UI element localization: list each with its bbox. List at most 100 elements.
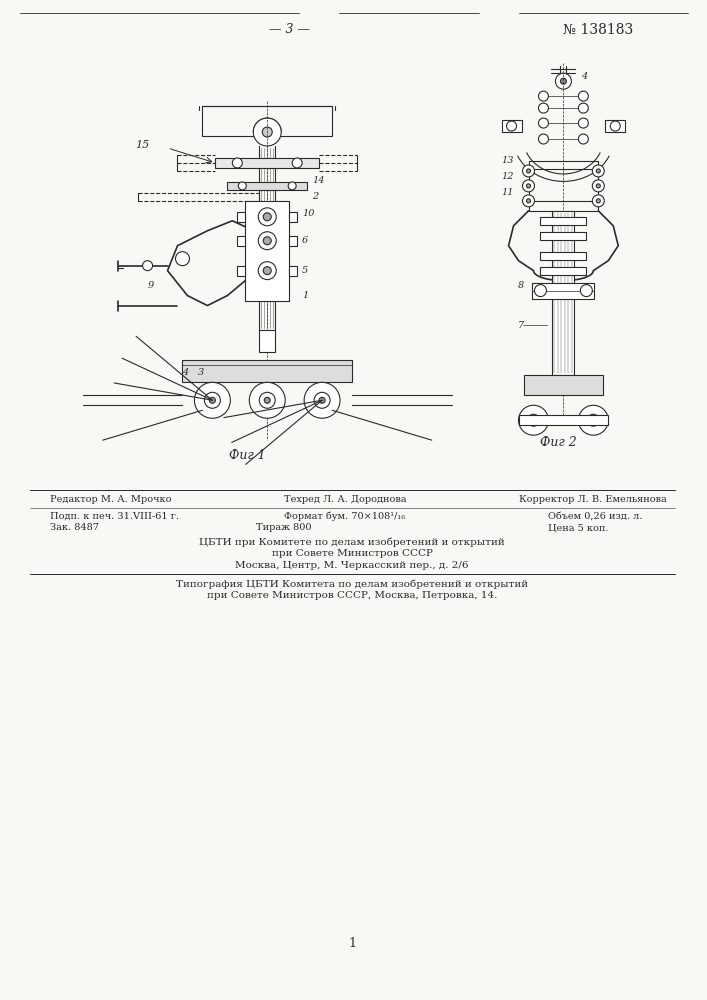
Bar bbox=[552, 211, 574, 375]
Circle shape bbox=[539, 91, 549, 101]
Bar bbox=[202, 106, 332, 136]
Bar bbox=[289, 236, 297, 246]
Bar bbox=[540, 217, 586, 225]
Text: Цена 5 коп.: Цена 5 коп. bbox=[549, 523, 609, 532]
Text: 11: 11 bbox=[501, 188, 514, 197]
Text: Объем 0,26 изд. л.: Объем 0,26 изд. л. bbox=[549, 511, 643, 520]
Text: 5: 5 bbox=[302, 266, 308, 275]
Circle shape bbox=[262, 127, 272, 137]
Circle shape bbox=[263, 267, 271, 275]
Circle shape bbox=[259, 392, 275, 408]
Circle shape bbox=[175, 252, 189, 266]
Circle shape bbox=[561, 78, 566, 84]
Bar bbox=[518, 415, 608, 425]
Circle shape bbox=[578, 134, 588, 144]
Text: 14: 14 bbox=[312, 176, 325, 185]
Text: 1: 1 bbox=[348, 937, 356, 950]
Circle shape bbox=[522, 180, 534, 192]
Bar bbox=[289, 212, 297, 222]
Circle shape bbox=[288, 182, 296, 190]
Text: № 138183: № 138183 bbox=[563, 22, 633, 36]
Bar bbox=[228, 182, 307, 190]
Circle shape bbox=[143, 261, 153, 271]
Text: 4: 4 bbox=[182, 368, 189, 377]
Circle shape bbox=[209, 397, 216, 403]
Circle shape bbox=[610, 121, 620, 131]
Text: 4: 4 bbox=[581, 72, 588, 81]
Circle shape bbox=[588, 414, 600, 426]
Bar bbox=[540, 232, 586, 240]
Circle shape bbox=[233, 158, 243, 168]
Bar bbox=[540, 267, 586, 275]
Text: Подп. к печ. 31.VIII-61 г.: Подп. к печ. 31.VIII-61 г. bbox=[50, 511, 179, 520]
Bar bbox=[238, 236, 245, 246]
Circle shape bbox=[263, 213, 271, 221]
Text: 6: 6 bbox=[302, 236, 308, 245]
Circle shape bbox=[539, 118, 549, 128]
Circle shape bbox=[527, 199, 530, 203]
Text: 2: 2 bbox=[312, 192, 318, 201]
Bar bbox=[238, 212, 245, 222]
Text: Фиг 1: Фиг 1 bbox=[229, 449, 266, 462]
Bar bbox=[182, 360, 352, 382]
Bar bbox=[245, 201, 289, 301]
Circle shape bbox=[253, 118, 281, 146]
Circle shape bbox=[522, 165, 534, 177]
Circle shape bbox=[522, 195, 534, 207]
Text: Москва, Центр, М. Черкасский пер., д. 2/6: Москва, Центр, М. Черкасский пер., д. 2/… bbox=[235, 561, 469, 570]
Text: при Совете Министров СССР: при Совете Министров СССР bbox=[271, 549, 433, 558]
Circle shape bbox=[534, 285, 547, 297]
Circle shape bbox=[258, 262, 276, 280]
Text: 10: 10 bbox=[302, 209, 315, 218]
Circle shape bbox=[556, 73, 571, 89]
Bar bbox=[216, 158, 319, 168]
Bar bbox=[605, 120, 625, 132]
Text: Тираж 800: Тираж 800 bbox=[257, 523, 312, 532]
Text: Техред Л. А. Дороднова: Техред Л. А. Дороднова bbox=[284, 495, 407, 504]
Circle shape bbox=[263, 237, 271, 245]
Circle shape bbox=[238, 182, 246, 190]
Text: Типография ЦБТИ Комитета по делам изобретений и открытий: Типография ЦБТИ Комитета по делам изобре… bbox=[176, 579, 528, 589]
Circle shape bbox=[580, 285, 592, 297]
Circle shape bbox=[527, 169, 530, 173]
Circle shape bbox=[250, 382, 285, 418]
Circle shape bbox=[258, 208, 276, 226]
Text: 3: 3 bbox=[197, 368, 204, 377]
Circle shape bbox=[578, 91, 588, 101]
Text: Фиг 2: Фиг 2 bbox=[540, 436, 577, 449]
Text: ЦБТИ при Комитете по делам изобретений и открытий: ЦБТИ при Комитете по делам изобретений и… bbox=[199, 537, 505, 547]
Circle shape bbox=[578, 405, 608, 435]
Circle shape bbox=[596, 184, 600, 188]
Bar bbox=[238, 266, 245, 276]
Text: 7: 7 bbox=[518, 321, 524, 330]
Circle shape bbox=[314, 392, 330, 408]
Text: 15: 15 bbox=[135, 140, 150, 150]
Circle shape bbox=[527, 184, 530, 188]
Text: Редактор М. А. Мрочко: Редактор М. А. Мрочко bbox=[50, 495, 171, 504]
Circle shape bbox=[578, 118, 588, 128]
Bar bbox=[289, 266, 297, 276]
Circle shape bbox=[304, 382, 340, 418]
Circle shape bbox=[596, 199, 600, 203]
Text: 8: 8 bbox=[518, 281, 524, 290]
Bar bbox=[540, 252, 586, 260]
Circle shape bbox=[578, 103, 588, 113]
Text: при Совете Министров СССР, Москва, Петровка, 14.: при Совете Министров СССР, Москва, Петро… bbox=[207, 591, 497, 600]
Bar bbox=[532, 283, 595, 299]
Circle shape bbox=[596, 169, 600, 173]
Circle shape bbox=[539, 134, 549, 144]
Circle shape bbox=[204, 392, 221, 408]
Circle shape bbox=[194, 382, 230, 418]
Circle shape bbox=[319, 397, 325, 403]
Circle shape bbox=[527, 414, 539, 426]
Text: 13: 13 bbox=[501, 156, 514, 165]
Text: 9: 9 bbox=[148, 281, 154, 290]
Text: Зак. 8487: Зак. 8487 bbox=[50, 523, 99, 532]
Circle shape bbox=[592, 165, 604, 177]
Bar bbox=[523, 375, 603, 395]
Text: Корректор Л. В. Емельянова: Корректор Л. В. Емельянова bbox=[518, 495, 666, 504]
Circle shape bbox=[518, 405, 549, 435]
Circle shape bbox=[592, 180, 604, 192]
Bar bbox=[501, 120, 522, 132]
Circle shape bbox=[258, 232, 276, 250]
